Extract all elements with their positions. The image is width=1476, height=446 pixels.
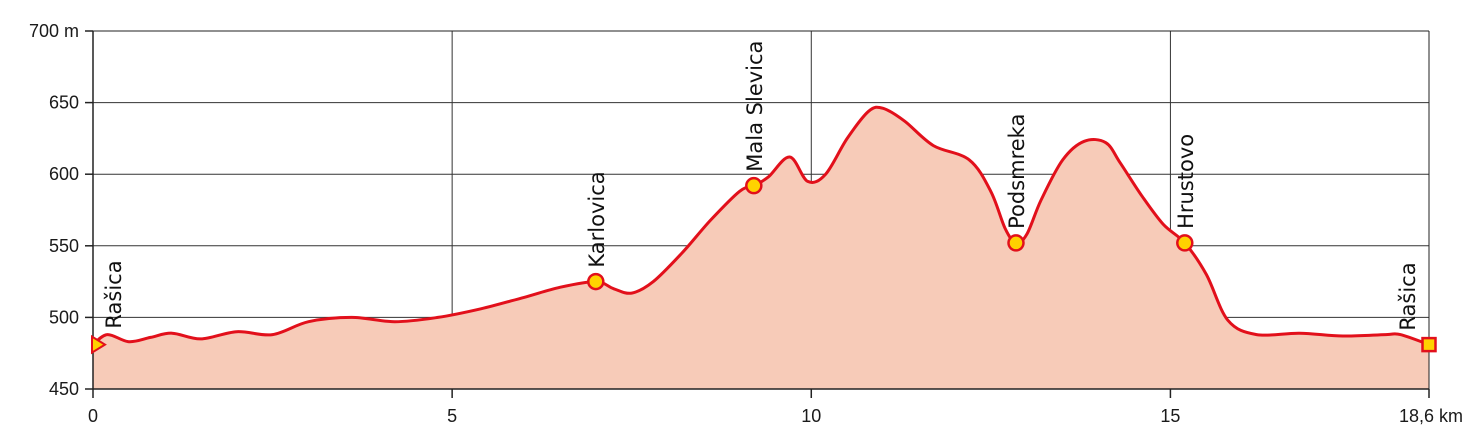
y-tick-label: 700 m — [29, 21, 79, 41]
waypoint-label: Rašica — [102, 260, 126, 328]
waypoint-label: Mala Slevica — [743, 41, 767, 172]
waypoint-marker-circle — [1007, 234, 1025, 252]
waypoint-label: Hrustovo — [1174, 134, 1198, 229]
x-tick-label: 0 — [88, 406, 98, 426]
elevation-line — [91, 105, 1431, 347]
elevation-area — [91, 105, 1431, 390]
y-tick-label: 650 — [49, 93, 79, 113]
waypoint-markers — [91, 176, 1437, 355]
x-tick-label: 10 — [801, 406, 821, 426]
x-tick-label: 18,6 km — [1399, 406, 1463, 426]
waypoint-marker-circle — [1176, 234, 1194, 252]
waypoint-marker-finish — [1421, 336, 1437, 353]
y-tick-label: 600 — [49, 164, 79, 184]
waypoint-marker-circle — [745, 176, 763, 195]
waypoint-label: Rašica — [1396, 262, 1420, 330]
elevation-fill — [93, 107, 1429, 390]
waypoint-label: Podsmreka — [1005, 114, 1029, 229]
waypoint-label: Karlovica — [585, 171, 609, 267]
waypoint-marker-start — [91, 334, 107, 355]
y-tick-label: 550 — [49, 236, 79, 256]
x-tick-label: 5 — [447, 406, 457, 426]
x-tick-label: 15 — [1160, 406, 1180, 426]
waypoint-marker-circle — [587, 272, 605, 291]
y-tick-label: 500 — [49, 307, 79, 327]
axis-tick-labels: 450 500 550 600 650 700 m 0 5 10 15 18,6 km — [29, 21, 1463, 426]
plot-frame — [85, 30, 1430, 398]
y-tick-label: 450 — [49, 379, 79, 399]
waypoint-labels: Rašica Karlovica Mala Slevica Podsmreka Hrus… — [102, 41, 1420, 331]
